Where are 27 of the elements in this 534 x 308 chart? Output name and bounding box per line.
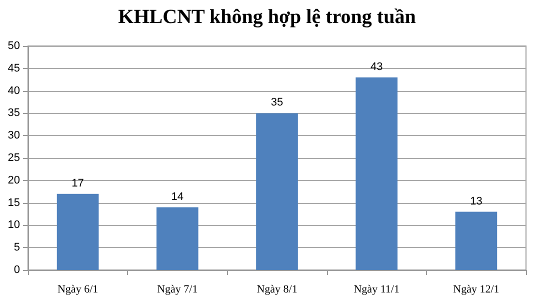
bar [356, 77, 398, 270]
data-label: 35 [270, 96, 284, 109]
y-tick-label: 20 [8, 174, 20, 186]
bar [256, 113, 298, 270]
x-tick-label: Ngày 11/1 [354, 284, 400, 296]
y-tick-label: 35 [8, 107, 20, 120]
x-tick-label: Ngày 8/1 [256, 284, 298, 296]
chart-title: KHLCNT không hợp lệ trong tuần [118, 6, 416, 28]
x-tick-label: Ngày 7/1 [157, 284, 198, 296]
y-tick-label: 25 [8, 152, 20, 164]
y-tick-label: 0 [14, 264, 20, 276]
data-label: 13 [470, 195, 482, 208]
y-tick-label: 30 [8, 130, 20, 142]
bar [56, 194, 99, 270]
y-tick-label: 5 [14, 242, 20, 254]
data-label: 14 [171, 190, 184, 203]
y-tick-label: 50 [8, 40, 20, 52]
data-label: 17 [72, 177, 84, 190]
y-tick-label: 45 [8, 62, 20, 74]
y-tick-label: 10 [8, 219, 20, 232]
x-tick-label: Ngày 12/1 [453, 284, 500, 296]
y-tick-label: 15 [8, 196, 20, 209]
bar [455, 212, 498, 270]
x-tick-label: Ngày 6/1 [57, 284, 98, 296]
bar [156, 207, 198, 270]
y-tick-label: 40 [8, 84, 20, 97]
data-label: 43 [370, 60, 383, 73]
